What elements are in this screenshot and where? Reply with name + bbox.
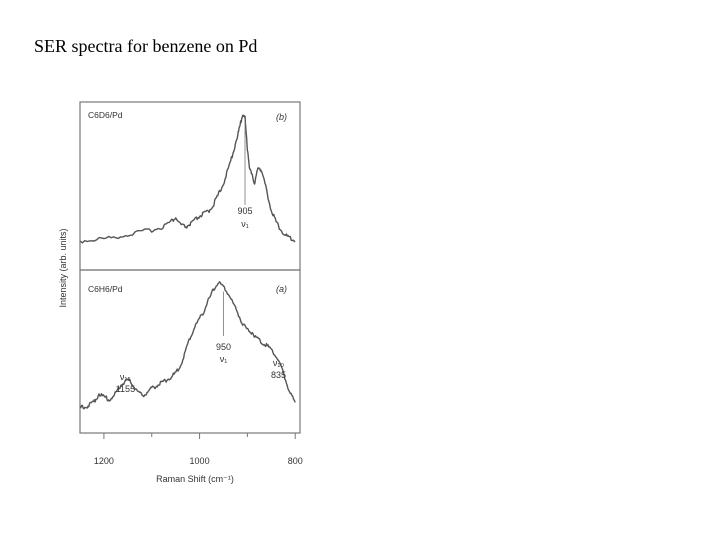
x-tick-label-1200: 1200 bbox=[94, 456, 114, 466]
panel-b-frame bbox=[79, 101, 301, 271]
panel-b-sample-label: C6D6/Pd bbox=[88, 110, 123, 120]
peak-905-label: 905 bbox=[237, 206, 252, 216]
panel-a-trace bbox=[79, 281, 296, 410]
peak-835-label: 835 bbox=[271, 370, 286, 380]
raman-spectra-chart: Intensity (arb. units) C6D6/Pd (b) C6H6/… bbox=[58, 101, 303, 484]
panel-b-trace bbox=[79, 114, 296, 244]
raman-figure: Intensity (arb. units) C6D6/Pd (b) C6H6/… bbox=[55, 92, 315, 492]
x-tick-label-1000: 1000 bbox=[190, 456, 210, 466]
peak-1155-mode-label: ν₁₅ bbox=[120, 372, 132, 382]
x-axis-label: Raman Shift (cm⁻¹) bbox=[156, 474, 234, 484]
panel-b-tag: (b) bbox=[276, 112, 287, 122]
peak-1155-label: 1155 bbox=[116, 384, 135, 394]
panel-a-tag: (a) bbox=[276, 284, 287, 294]
peak-950-mode-label: ν₁ bbox=[220, 354, 228, 364]
x-tick-label-800: 800 bbox=[288, 456, 303, 466]
y-axis-label: Intensity (arb. units) bbox=[58, 228, 68, 307]
panel-a-frame bbox=[79, 269, 301, 434]
peak-950-label: 950 bbox=[216, 342, 231, 352]
peak-905-mode-label: ν₁ bbox=[241, 219, 249, 229]
panel-a-sample-label: C6H6/Pd bbox=[88, 284, 123, 294]
x-axis-ticks: 1200 1000 800 bbox=[94, 433, 303, 466]
peak-835-mode-label: ν₁₀ bbox=[273, 358, 285, 368]
slide-title: SER spectra for benzene on Pd bbox=[34, 36, 258, 56]
